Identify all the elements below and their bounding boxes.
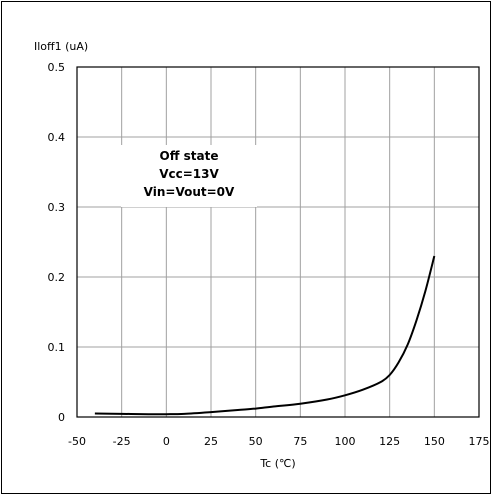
x-tick-label: -50 (68, 435, 86, 448)
y-tick-label: 0.4 (48, 131, 66, 144)
x-tick-label: 100 (335, 435, 356, 448)
x-tick-label: 75 (293, 435, 307, 448)
grid-lines (77, 67, 479, 417)
plot-area (76, 66, 480, 418)
x-tick-label: 0 (163, 435, 170, 448)
series-line-0 (94, 255, 436, 416)
x-tick-label: 175 (469, 435, 490, 448)
annotation-background (121, 145, 257, 207)
y-tick-label: 0.1 (48, 341, 66, 354)
y-tick-label: 0.5 (48, 61, 66, 74)
annotation-line-2: Vcc=13V (159, 167, 219, 181)
x-tick-label: -25 (113, 435, 131, 448)
x-tick-label: 125 (379, 435, 400, 448)
x-tick-label: 25 (204, 435, 218, 448)
annotation-box: Off state Vcc=13V Vin=Vout=0V (121, 145, 257, 207)
x-tick-label: 150 (424, 435, 445, 448)
y-tick-label: 0.2 (48, 271, 66, 284)
y-tick-label: 0 (58, 411, 65, 424)
x-axis-title: Tc (℃) (259, 457, 295, 470)
y-tick-label: 0.3 (48, 201, 66, 214)
y-axis-title: Iloff1 (uA) (34, 40, 88, 53)
annotation-line-1: Off state (160, 149, 219, 163)
tick-labels: -50 -25 0 25 50 75 100 125 150 175 0 0.1 0.2 0.3 0.4 0.… (48, 61, 490, 448)
x-tick-label: 50 (249, 435, 263, 448)
annotation-line-3: Vin=Vout=0V (144, 185, 235, 199)
